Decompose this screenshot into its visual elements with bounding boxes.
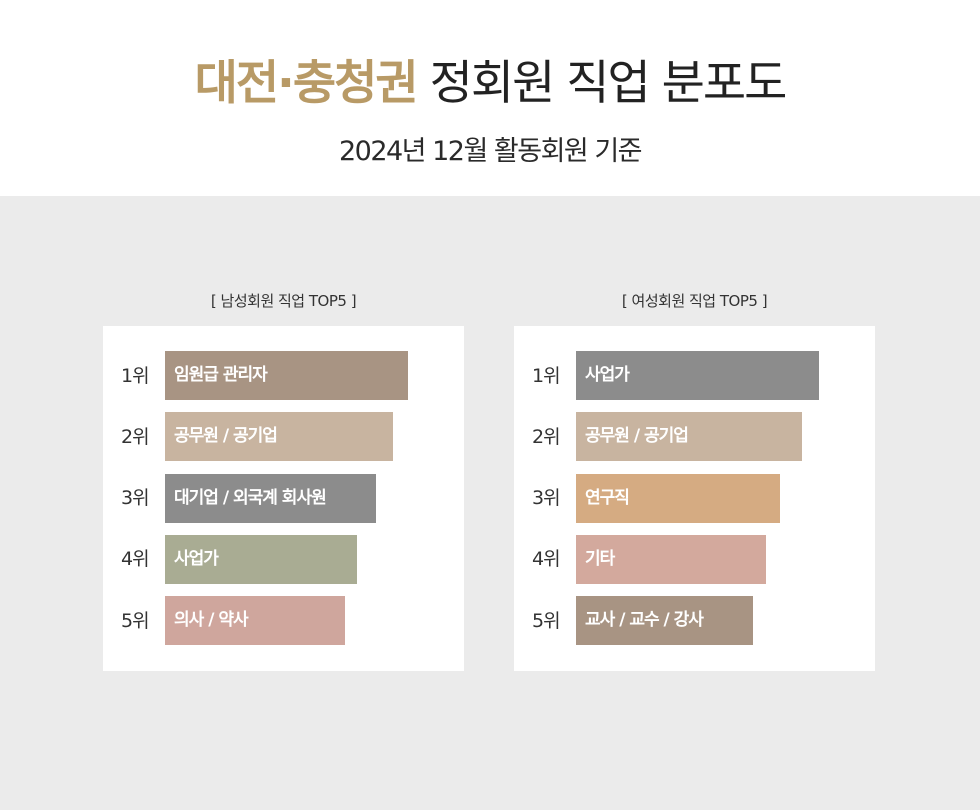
bar: 대기업 / 외국계 회사원 — [165, 473, 376, 523]
bar: 공무원 / 공기업 — [165, 412, 393, 462]
rank-label: 1위 — [121, 364, 150, 387]
bar-label: 의사 / 약사 — [174, 610, 249, 631]
bar-label: 대기업 / 외국계 회사원 — [174, 487, 327, 508]
bar: 기타 — [576, 534, 766, 584]
rank-label: 5위 — [532, 609, 561, 632]
rank-label: 3위 — [532, 487, 561, 510]
bar: 연구직 — [576, 473, 780, 523]
bar: 의사 / 약사 — [165, 596, 345, 646]
male-chart-panel: 1위 임원급 관리자 2위 공무원 / 공기업 3위 대기업 / 외국계 회사원 4위 사업가… — [103, 326, 464, 671]
bar-label: 연구직 — [585, 487, 630, 508]
title-text: 정회원 직업 분포도 — [429, 56, 788, 111]
header: 대전·충청권 정회원 직업 분포도 2024년 12월 활동회원 기준 — [0, 0, 980, 196]
bar-label: 공무원 / 공기업 — [174, 426, 278, 447]
bar: 사업가 — [165, 534, 357, 584]
title-region: 대전·충청권 — [194, 56, 419, 111]
rank-label: 3위 — [121, 487, 150, 510]
bar: 공무원 / 공기업 — [576, 412, 802, 462]
rank-label: 4위 — [532, 548, 561, 571]
female-chart-title: [ 여성회원 직업 TOP5 ] — [621, 292, 768, 310]
page-title: 대전·충청권 정회원 직업 분포도 — [0, 54, 980, 114]
bar-label: 임원급 관리자 — [174, 365, 268, 385]
bar-label: 사업가 — [585, 365, 630, 385]
male-chart-title: [ 남성회원 직업 TOP5 ] — [210, 292, 357, 310]
rank-label: 5위 — [121, 609, 150, 632]
rank-label: 4위 — [121, 548, 150, 571]
page-subtitle: 2024년 12월 활동회원 기준 — [338, 136, 643, 167]
bar-label: 교사 / 교수 / 강사 — [585, 610, 704, 631]
bar-label: 사업가 — [174, 548, 219, 569]
rank-label: 2위 — [121, 425, 150, 448]
rank-label: 2위 — [532, 425, 561, 448]
bar-label: 기타 — [585, 548, 615, 569]
bar: 사업가 — [576, 351, 819, 400]
bar-label: 공무원 / 공기업 — [585, 426, 689, 447]
bar: 임원급 관리자 — [165, 351, 408, 400]
bar: 교사 / 교수 / 강사 — [576, 596, 753, 646]
rank-label: 1위 — [532, 364, 561, 387]
female-chart-panel: 1위 사업가 2위 공무원 / 공기업 3위 연구직 4위 기타 5위 교사 / 교수 / 강사 — [514, 326, 875, 671]
